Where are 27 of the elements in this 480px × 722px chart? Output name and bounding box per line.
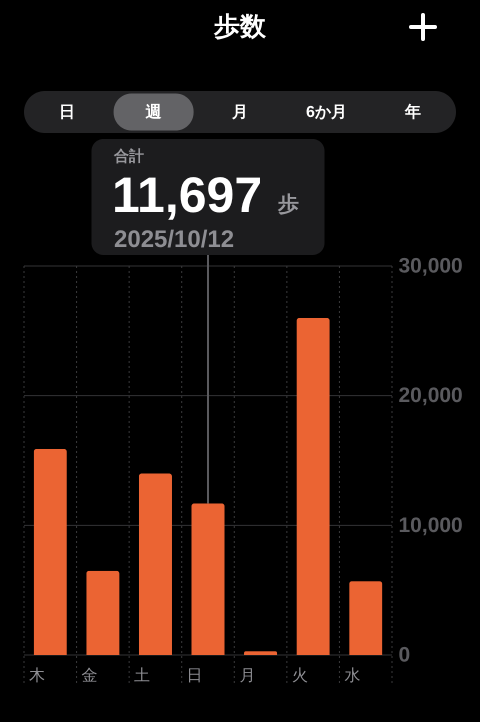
text: 合計: [113, 148, 144, 165]
x-tick-label: 水: [344, 666, 360, 684]
x-tick-label: 金: [82, 668, 98, 684]
data-label: 11,697: [112, 167, 262, 223]
text: 日: [59, 104, 76, 121]
y-tick-label: 20,000: [398, 384, 463, 408]
text: 歩: [277, 193, 299, 216]
text: 年: [404, 103, 421, 121]
x-tick-label: 日: [186, 668, 203, 684]
text: 2025/10/12: [114, 226, 234, 253]
bar: [349, 581, 382, 655]
text: 月: [231, 104, 248, 121]
bar: [138, 473, 172, 655]
y-tick-label: 30,000: [398, 254, 463, 278]
bar: [34, 448, 67, 655]
x-tick-label: 木: [29, 666, 45, 684]
x-tick-label: 火: [292, 666, 308, 684]
x-tick-label: 土: [134, 666, 150, 684]
text: 6か月: [306, 104, 347, 121]
x-tick-label: 月: [239, 668, 256, 684]
y-tick-label: 0: [398, 644, 410, 666]
bar: [296, 318, 330, 655]
bar: [86, 570, 120, 655]
chart-title: 歩数: [213, 11, 267, 41]
bar: [191, 503, 225, 655]
y-tick-label: 10,000: [398, 514, 463, 537]
text: 週: [144, 103, 163, 121]
